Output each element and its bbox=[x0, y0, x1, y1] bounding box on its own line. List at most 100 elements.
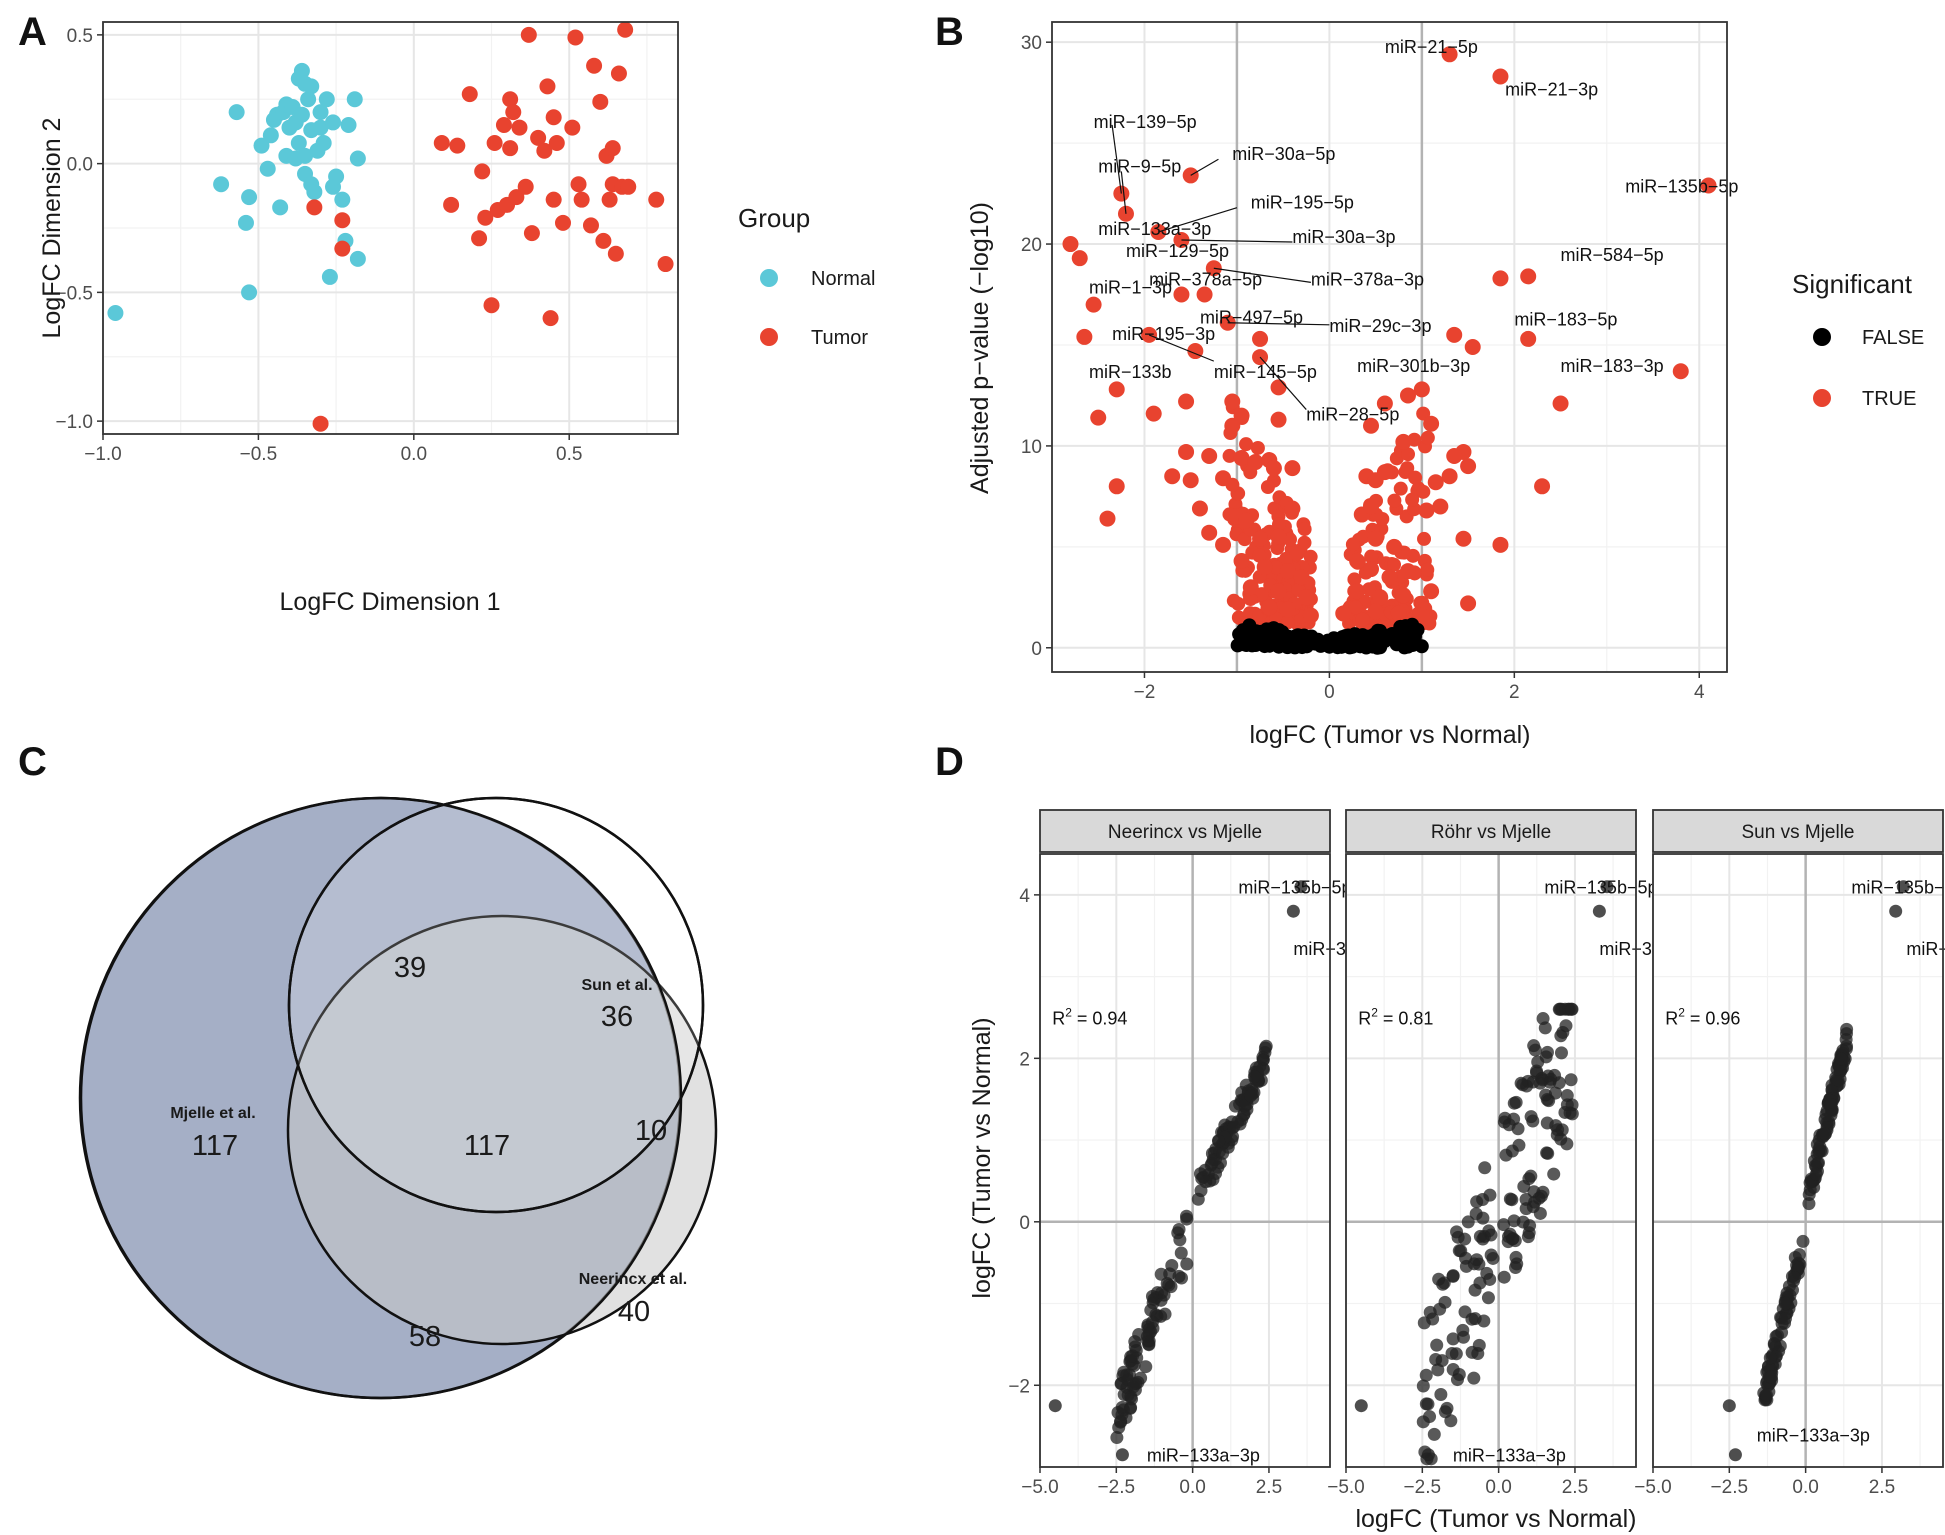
facet-title: Röhr vs Mjelle bbox=[1431, 822, 1551, 843]
y-tick-label: 0.0 bbox=[67, 155, 93, 176]
true-point bbox=[1405, 492, 1420, 507]
facet-point bbox=[1555, 1123, 1569, 1137]
normal-point bbox=[293, 106, 310, 123]
legend-title: Group bbox=[738, 203, 810, 233]
label-leader bbox=[1120, 171, 1127, 214]
point-label: miR−301b−3p bbox=[1357, 356, 1470, 376]
false-point bbox=[1283, 635, 1298, 650]
tumor-point bbox=[573, 191, 590, 208]
facet-point bbox=[1446, 1269, 1460, 1283]
normal-point bbox=[259, 160, 276, 177]
tumor-point bbox=[564, 119, 581, 136]
true-point bbox=[1387, 493, 1402, 508]
true-point bbox=[1372, 589, 1389, 606]
true-point bbox=[1395, 433, 1412, 450]
false-point bbox=[1268, 623, 1283, 638]
facet-point bbox=[1180, 1212, 1194, 1226]
facet-point bbox=[1505, 1193, 1519, 1207]
y-tick-label: 20 bbox=[1021, 235, 1042, 256]
point-label: miR−133a−3p bbox=[1757, 1425, 1870, 1445]
false-point bbox=[1332, 638, 1347, 653]
normal-point bbox=[321, 268, 338, 285]
x-axis-label: LogFC Dimension 1 bbox=[280, 588, 501, 616]
facet-point bbox=[1117, 1388, 1131, 1402]
facet-point bbox=[1421, 1397, 1435, 1411]
point-label: miR−195−3p bbox=[1112, 324, 1215, 344]
tumor-point bbox=[601, 191, 618, 208]
facet-point bbox=[1722, 1399, 1736, 1413]
tumor-point bbox=[595, 232, 612, 249]
true-point bbox=[1224, 393, 1241, 410]
tumor-point bbox=[486, 135, 503, 152]
point-label: miR−135b−5p bbox=[1544, 878, 1657, 898]
facet-point bbox=[1450, 1373, 1464, 1387]
tumor-point bbox=[570, 176, 587, 193]
y-tick-label: 2 bbox=[1019, 1049, 1030, 1070]
plot-border bbox=[102, 21, 679, 435]
point-label: miR−129−5p bbox=[1126, 241, 1229, 261]
normal-point bbox=[312, 104, 329, 121]
tumor-point bbox=[545, 191, 562, 208]
facet-point bbox=[1048, 1399, 1062, 1413]
x-tick-label: 0.0 bbox=[401, 444, 427, 465]
tumor-point bbox=[517, 178, 534, 195]
facet-point bbox=[1431, 1363, 1445, 1377]
panel-letter-b: B bbox=[935, 10, 964, 54]
legend-title: Significant bbox=[1792, 269, 1913, 299]
r-squared-label: R2 = 0.81 bbox=[1358, 1005, 1433, 1028]
true-point bbox=[1297, 522, 1312, 537]
facet-point bbox=[1498, 1111, 1512, 1125]
region-count: 58 bbox=[409, 1321, 441, 1353]
normal-point bbox=[241, 189, 258, 206]
facet-point bbox=[1216, 1146, 1230, 1160]
tumor-point bbox=[483, 297, 500, 314]
facet-point bbox=[1889, 904, 1903, 918]
normal-point bbox=[312, 119, 329, 136]
normal-point bbox=[306, 183, 323, 200]
point-label: miR−133a−3p bbox=[1453, 1446, 1566, 1466]
true-point bbox=[1222, 448, 1237, 463]
panel-b: −2 0 2 4 0 10 20 30 miR−21−5p miR−21−3p miR−139−5p… bbox=[1021, 21, 1738, 703]
true-point bbox=[1201, 524, 1218, 541]
true-point bbox=[1492, 270, 1509, 287]
true-point bbox=[1191, 500, 1208, 517]
true-point bbox=[1455, 530, 1472, 547]
normal-point bbox=[300, 91, 317, 108]
normal-point bbox=[349, 150, 366, 167]
x-tick-label: 0.0 bbox=[1792, 1477, 1818, 1498]
facet-point bbox=[1788, 1271, 1802, 1285]
point-label: miR−31−5p bbox=[1906, 939, 1945, 959]
y-tick-label: −1.0 bbox=[55, 412, 93, 433]
point-label: miR−21−3p bbox=[1505, 80, 1598, 100]
facet-point bbox=[1547, 1167, 1561, 1181]
normal-point bbox=[293, 62, 310, 79]
x-tick-label: 4 bbox=[1694, 682, 1705, 703]
facet-point bbox=[1483, 1188, 1497, 1202]
facet-point bbox=[1552, 1002, 1566, 1016]
venn-sun-outline bbox=[287, 796, 705, 1214]
tumor-point bbox=[610, 65, 627, 82]
point-label: miR−28−5p bbox=[1306, 405, 1399, 425]
true-point bbox=[1399, 563, 1416, 580]
tumor-point bbox=[555, 214, 571, 231]
facet-point bbox=[1423, 1410, 1437, 1424]
false-point bbox=[1410, 622, 1425, 637]
true-point bbox=[1270, 528, 1287, 545]
true-point bbox=[1349, 552, 1366, 569]
facet-point bbox=[1458, 1305, 1472, 1319]
true-point bbox=[1164, 468, 1181, 485]
plot-border bbox=[1039, 853, 1331, 1468]
true-point bbox=[1233, 552, 1250, 569]
facet-point bbox=[1145, 1289, 1159, 1303]
legend-key bbox=[760, 269, 778, 287]
facet-point bbox=[1449, 1347, 1463, 1361]
point-label: miR−9−5p bbox=[1098, 156, 1181, 176]
true-point bbox=[1534, 478, 1551, 495]
point-label: miR−139−5p bbox=[1094, 112, 1197, 132]
true-point bbox=[1367, 603, 1384, 620]
true-point bbox=[1252, 330, 1269, 347]
x-tick-label: −2.5 bbox=[1098, 1477, 1136, 1498]
facet-point bbox=[1522, 1226, 1536, 1240]
region-count: 117 bbox=[192, 1130, 238, 1162]
facet-point bbox=[1810, 1137, 1824, 1151]
